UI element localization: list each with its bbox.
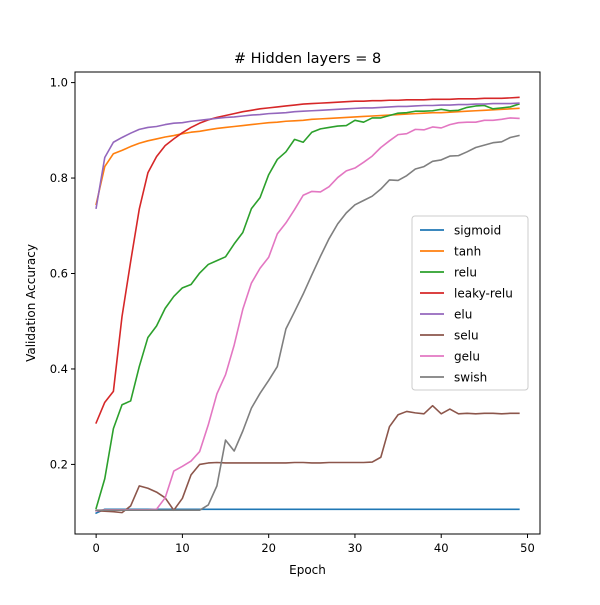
legend-label-relu: relu (454, 266, 477, 280)
series-line-gelu (95, 117, 520, 512)
chart-title: # Hidden layers = 8 (234, 51, 381, 67)
y-tick-label: 0.2 (50, 457, 68, 471)
series-line-tanh (95, 107, 520, 206)
series-line-leaky-relu (95, 96, 520, 424)
x-tick-label: 50 (520, 541, 535, 555)
y-tick-label: 1.0 (50, 76, 68, 90)
legend-label-swish: swish (454, 371, 487, 385)
series-line-selu (95, 404, 520, 514)
legend-label-selu: selu (454, 329, 479, 343)
series-line-relu (95, 103, 520, 510)
series-lines (95, 96, 520, 515)
y-axis-ticks: 0.2 0.4 0.6 0.8 1.0 (50, 76, 75, 471)
series-line-elu (95, 102, 520, 210)
x-axis-label: Epoch (289, 563, 326, 577)
x-tick-label: 30 (348, 541, 363, 555)
series-line-swish (95, 134, 520, 512)
legend-label-tanh: tanh (454, 245, 481, 259)
y-axis-label: Validation Accuracy (24, 244, 38, 362)
legend-label-leaky-relu: leaky-relu (454, 287, 513, 301)
legend-label-sigmoid: sigmoid (454, 224, 501, 238)
plot-frame (74, 71, 541, 535)
series-line-sigmoid (95, 508, 520, 515)
legend: sigmoid tanh relu leaky-relu elu selu gelu swis… (411, 215, 529, 391)
legend-box (411, 215, 529, 391)
x-tick-label: 10 (175, 541, 190, 555)
x-tick-label: 0 (92, 541, 99, 555)
y-tick-label: 0.8 (50, 171, 68, 185)
x-tick-label: 20 (261, 541, 276, 555)
legend-label-gelu: gelu (454, 350, 480, 364)
y-tick-label: 0.6 (50, 267, 68, 281)
x-axis-ticks: 0 10 20 30 40 50 (92, 534, 535, 555)
y-tick-label: 0.4 (50, 362, 68, 376)
x-tick-label: 40 (434, 541, 449, 555)
legend-label-elu: elu (454, 308, 472, 322)
